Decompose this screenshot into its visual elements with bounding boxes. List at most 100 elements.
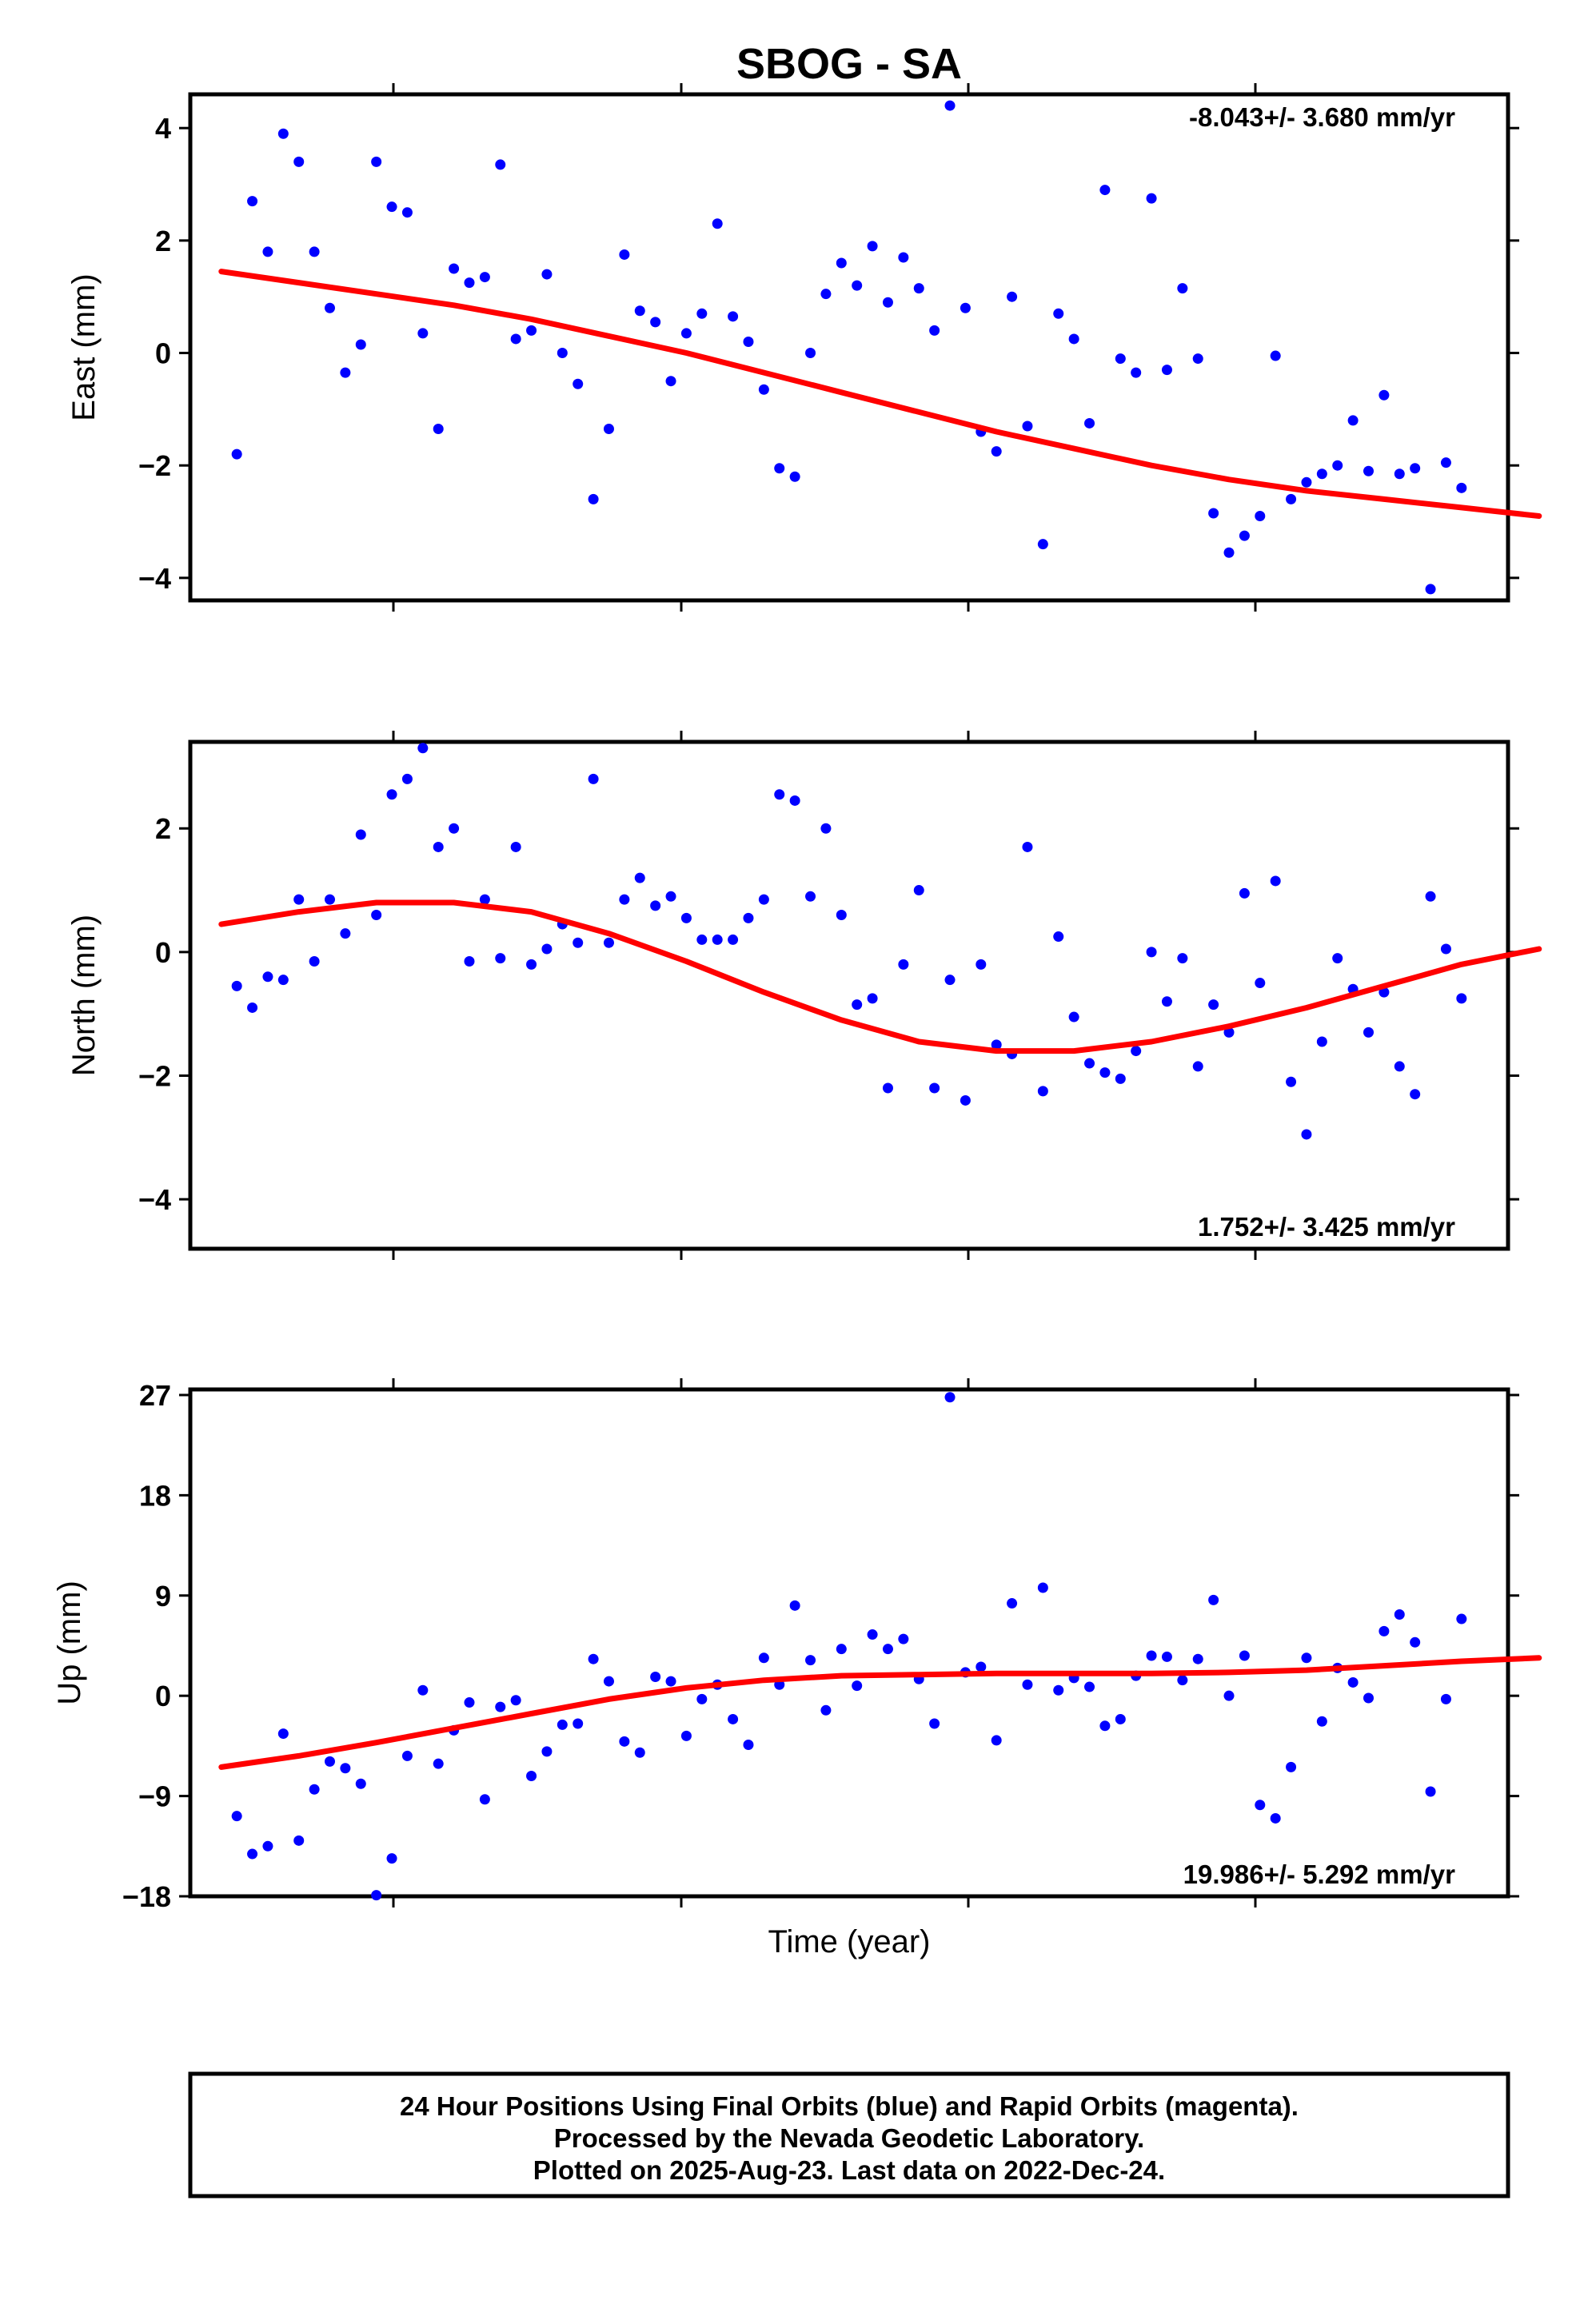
north-data-point bbox=[1022, 841, 1033, 852]
east-data-point bbox=[510, 333, 521, 345]
north-data-point bbox=[1115, 1073, 1126, 1084]
east-data-point bbox=[789, 471, 800, 482]
up-data-point bbox=[898, 1633, 909, 1644]
north-data-point bbox=[262, 971, 273, 983]
north-data-point bbox=[340, 928, 351, 939]
up-data-point bbox=[371, 1890, 382, 1901]
north-data-point bbox=[573, 937, 584, 948]
east-data-point bbox=[495, 159, 506, 170]
east-data-point bbox=[1068, 333, 1079, 345]
up-data-point bbox=[355, 1778, 366, 1789]
east-data-point bbox=[1022, 421, 1033, 432]
east-ytick-label: 2 bbox=[155, 225, 171, 257]
east-ytick-label: 4 bbox=[155, 112, 171, 145]
east-data-point bbox=[680, 328, 692, 339]
east-data-point bbox=[309, 246, 320, 257]
up-data-point bbox=[541, 1746, 553, 1757]
up-data-point bbox=[1363, 1692, 1375, 1704]
east-data-point bbox=[1115, 353, 1126, 365]
up-ytick-label: 18 bbox=[139, 1479, 171, 1512]
north-data-point bbox=[1146, 947, 1157, 958]
up-data-point bbox=[1301, 1652, 1312, 1664]
north-data-point bbox=[976, 959, 987, 970]
east-data-point bbox=[1053, 308, 1064, 319]
chart-title: SBOG - SA bbox=[736, 40, 962, 88]
north-data-point bbox=[852, 999, 863, 1011]
east-ytick-label: −2 bbox=[138, 449, 171, 482]
up-ytick-label: −9 bbox=[138, 1780, 171, 1813]
east-data-point bbox=[836, 257, 847, 269]
north-data-point bbox=[386, 789, 397, 800]
up-data-point bbox=[293, 1835, 305, 1846]
north-data-point bbox=[758, 894, 769, 905]
north-data-point bbox=[913, 885, 924, 896]
north-data-point bbox=[929, 1082, 940, 1094]
north-data-point bbox=[743, 912, 754, 923]
north-data-point bbox=[1208, 999, 1219, 1011]
east-data-point bbox=[1131, 367, 1142, 378]
up-data-point bbox=[867, 1629, 878, 1640]
up-plot-frame bbox=[188, 1387, 1510, 1899]
north-data-point bbox=[712, 934, 723, 945]
east-ytick-label: 0 bbox=[155, 337, 171, 370]
up-data-point bbox=[1177, 1675, 1188, 1686]
north-data-point bbox=[805, 891, 816, 902]
north-data-point bbox=[510, 841, 521, 852]
up-data-point bbox=[557, 1719, 568, 1730]
east-data-point bbox=[758, 384, 769, 395]
east-data-point bbox=[929, 325, 940, 336]
up-data-point bbox=[324, 1756, 335, 1767]
east-plot-frame bbox=[188, 92, 1510, 603]
up-data-point bbox=[386, 1853, 397, 1864]
north-data-point bbox=[898, 959, 909, 970]
east-data-point bbox=[991, 446, 1002, 457]
east-data-point bbox=[1301, 476, 1312, 488]
east-data-point bbox=[1161, 365, 1172, 376]
up-data-point bbox=[1192, 1653, 1203, 1664]
north-data-point bbox=[588, 773, 599, 784]
north-data-point bbox=[293, 894, 305, 905]
up-data-point bbox=[852, 1680, 863, 1692]
east-data-point bbox=[1394, 468, 1405, 480]
east-data-point bbox=[634, 305, 645, 317]
north-data-point bbox=[355, 829, 366, 840]
up-data-point bbox=[805, 1655, 816, 1666]
east-data-point bbox=[852, 280, 863, 291]
north-data-point bbox=[1068, 1011, 1079, 1022]
north-data-point bbox=[991, 1039, 1002, 1050]
up-ytick-label: 9 bbox=[155, 1580, 171, 1612]
up-data-point bbox=[231, 1811, 242, 1822]
up-data-point bbox=[340, 1763, 351, 1774]
up-data-point bbox=[495, 1701, 506, 1712]
east-data-point bbox=[728, 311, 739, 322]
east-data-point bbox=[324, 302, 335, 313]
up-data-point bbox=[758, 1652, 769, 1664]
east-data-point bbox=[696, 308, 708, 319]
east-data-point bbox=[1146, 193, 1157, 204]
up-data-point bbox=[1099, 1720, 1111, 1732]
north-data-point bbox=[1425, 891, 1436, 902]
up-data-point bbox=[588, 1653, 599, 1664]
east-data-point bbox=[479, 272, 490, 283]
up-data-point bbox=[1115, 1713, 1126, 1724]
east-data-point bbox=[867, 241, 878, 252]
east-data-point bbox=[1084, 417, 1095, 429]
north-data-point bbox=[1363, 1026, 1375, 1038]
panel-east: 4 2 0 −2 −4 East (mm) -8.043+/- 3.680 mm/yr bbox=[66, 83, 1542, 612]
east-data-point bbox=[712, 218, 723, 229]
north-data-point bbox=[324, 894, 335, 905]
north-data-point bbox=[247, 1002, 258, 1013]
up-y-axis-label: Up (mm) bbox=[52, 1581, 87, 1705]
east-data-point bbox=[573, 378, 584, 389]
north-data-point bbox=[1286, 1076, 1297, 1087]
east-data-point bbox=[1270, 350, 1281, 361]
east-data-point bbox=[231, 448, 242, 460]
north-data-point bbox=[882, 1082, 893, 1094]
up-data-point bbox=[1255, 1800, 1266, 1811]
north-data-point bbox=[634, 872, 645, 883]
east-data-point bbox=[1255, 511, 1266, 521]
up-data-point bbox=[262, 1840, 273, 1852]
north-data-point bbox=[309, 955, 320, 967]
north-plot-frame bbox=[188, 739, 1510, 1251]
footer-line-3: Plotted on 2025-Aug-23. Last data on 202… bbox=[533, 2155, 1165, 2185]
